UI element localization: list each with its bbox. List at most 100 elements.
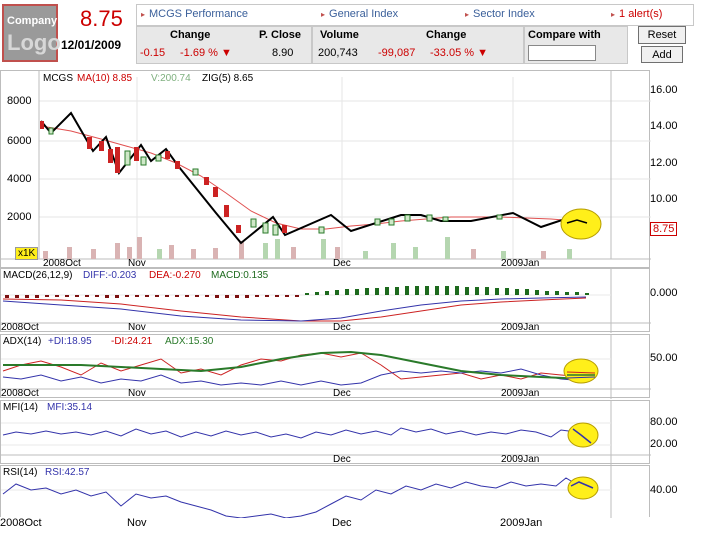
logo-line2: Logo xyxy=(7,30,61,55)
left-tick-8000: 8000 xyxy=(7,95,32,107)
macd-histogram xyxy=(5,295,299,298)
legend-zig: ZIG(5) 8.65 xyxy=(202,73,254,84)
nav-bar: ▸ MCGS Performance ▸ General Index ▸ Sector… xyxy=(136,4,694,26)
mfi-legend-val: MFI:35.14 xyxy=(47,402,93,413)
highlight-main xyxy=(560,208,602,240)
right-tick-12: 12.00 xyxy=(650,157,678,169)
compare-input[interactable] xyxy=(528,45,596,61)
adx-x-jan: 2009Jan xyxy=(501,388,540,399)
change-pct: -1.69 % ▼ xyxy=(180,47,232,59)
logo-line1: Company xyxy=(7,15,58,27)
add-button[interactable]: Add xyxy=(641,46,683,63)
compare-label: Compare with xyxy=(528,29,601,41)
volume-bars xyxy=(43,237,572,259)
bottom-x-nov: Nov xyxy=(127,517,147,529)
macd-svg xyxy=(1,269,651,333)
rsi-svg xyxy=(1,466,612,518)
vchange-value: -99,087 xyxy=(378,47,416,59)
nav-alerts-label: 1 alert(s) xyxy=(619,8,663,20)
adx-legend-name: ADX(14) xyxy=(3,336,42,347)
nav-sector-index-label: Sector Index xyxy=(473,8,535,20)
legend-volume: V:200.74 xyxy=(151,73,191,84)
change-box xyxy=(136,26,312,64)
volume-box xyxy=(312,26,524,64)
mfi-legend-name: MFI(14) xyxy=(3,402,38,413)
rsi-panel[interactable]: RSI(14) RSI:42.57 xyxy=(0,465,650,518)
ma-line xyxy=(40,125,592,230)
macd-panel[interactable]: MACD(26,12,9) DIFF:-0.203 DEA:-0.270 MAC… xyxy=(0,268,651,333)
nav-sector-index[interactable]: ▸ Sector Index xyxy=(465,8,535,20)
macd-legend-diff: DIFF:-0.203 xyxy=(83,270,137,281)
highlight-mfi xyxy=(567,422,599,448)
adx-x-dec: Dec xyxy=(333,388,351,399)
highlight-rsi xyxy=(567,476,599,500)
x-label-oct: 2008Oct xyxy=(43,258,81,269)
macd-histogram-pos xyxy=(305,286,589,295)
mfi-right-tick-20: 20.00 xyxy=(650,438,678,450)
macd-legend-macd: MACD:0.135 xyxy=(211,270,269,281)
bottom-x-oct: 2008Oct xyxy=(0,517,42,529)
main-chart-panel[interactable]: MCGS MA(10) 8.85 V:200.74 ZIG(5) 8.65 80… xyxy=(0,70,651,269)
right-tick-10: 10.00 xyxy=(650,193,678,205)
nav-performance[interactable]: ▸ MCGS Performance xyxy=(141,8,249,20)
nav-performance-label: MCGS Performance xyxy=(149,8,249,20)
mfi-x-jan: 2009Jan xyxy=(501,454,540,465)
legend-ma: MA(10) 8.85 xyxy=(77,73,133,84)
adx-x-oct: 2008Oct xyxy=(1,388,39,399)
change-value: -0.15 xyxy=(140,47,166,59)
left-tick-6000: 6000 xyxy=(7,135,32,147)
company-logo: Company Logo xyxy=(2,4,61,62)
last-price: 8.75 xyxy=(80,6,123,31)
mfi-right-tick-80: 80.00 xyxy=(650,416,678,428)
price-date: 12/01/2009 xyxy=(61,38,122,52)
left-tick-4000: 4000 xyxy=(7,173,32,185)
nav-general-index-label: General Index xyxy=(329,8,399,20)
rsi-legend-name: RSI(14) xyxy=(3,467,38,478)
highlight-adx xyxy=(563,358,599,384)
x-label-jan: 2009Jan xyxy=(501,258,540,269)
nav-alerts[interactable]: ▸ 1 alert(s) xyxy=(611,8,663,20)
bottom-x-dec: Dec xyxy=(332,517,352,529)
x-label-dec: Dec xyxy=(333,258,351,269)
main-chart-svg xyxy=(1,71,651,260)
mfi-svg xyxy=(1,401,651,465)
adx-right-tick: 50.00 xyxy=(650,352,678,364)
right-tick-14: 14.00 xyxy=(650,120,678,132)
macd-diff-line xyxy=(2,296,587,322)
adx-legend-adx: ADX:15.30 xyxy=(165,336,214,347)
mfi-x-dec: Dec xyxy=(333,454,351,465)
reset-button[interactable]: Reset xyxy=(638,26,686,44)
change-label: Change xyxy=(170,29,211,41)
price-tag: 8.75 xyxy=(650,222,678,236)
macd-right-tick: 0.000 xyxy=(650,287,678,299)
zig-line xyxy=(40,111,587,245)
mfi-line xyxy=(2,427,587,444)
rsi-right-tick: 40.00 xyxy=(650,484,678,496)
candles xyxy=(40,121,503,236)
rsi-legend-val: RSI:42.57 xyxy=(45,467,90,478)
adx-legend-pdi: +DI:18.95 xyxy=(48,336,92,347)
nav-general-index[interactable]: ▸ General Index xyxy=(321,8,399,20)
mfi-panel[interactable]: MFI(14) MFI:35.14 Dec 2009Jan xyxy=(0,400,651,465)
vchange-label: Change xyxy=(426,29,467,41)
adx-legend-mdi: -DI:24.21 xyxy=(111,336,153,347)
right-tick-16: 16.00 xyxy=(650,84,678,96)
x-label-nov: Nov xyxy=(128,258,146,269)
bottom-x-jan: 2009Jan xyxy=(500,517,543,529)
pclose-value: 8.90 xyxy=(272,47,294,59)
vchange-pct: -33.05 % ▼ xyxy=(430,47,488,59)
adx-panel[interactable]: ADX(14) +DI:18.95 -DI:24.21 ADX:15.30 20… xyxy=(0,334,651,399)
pclose-label: P. Close xyxy=(259,29,301,41)
macd-legend-name: MACD(26,12,9) xyxy=(3,270,73,281)
macd-legend-dea: DEA:-0.270 xyxy=(149,270,201,281)
macd-x-jan: 2009Jan xyxy=(501,322,540,333)
rsi-line xyxy=(2,477,587,518)
adx-x-nov: Nov xyxy=(128,388,146,399)
volume-unit-badge: x1K xyxy=(15,247,39,260)
legend-symbol: MCGS xyxy=(43,73,73,84)
adx-svg xyxy=(1,335,651,399)
volume-value: 200,743 xyxy=(318,47,358,59)
macd-dea-line xyxy=(2,297,587,322)
left-tick-2000: 2000 xyxy=(7,211,32,223)
macd-x-oct: 2008Oct xyxy=(1,322,39,333)
